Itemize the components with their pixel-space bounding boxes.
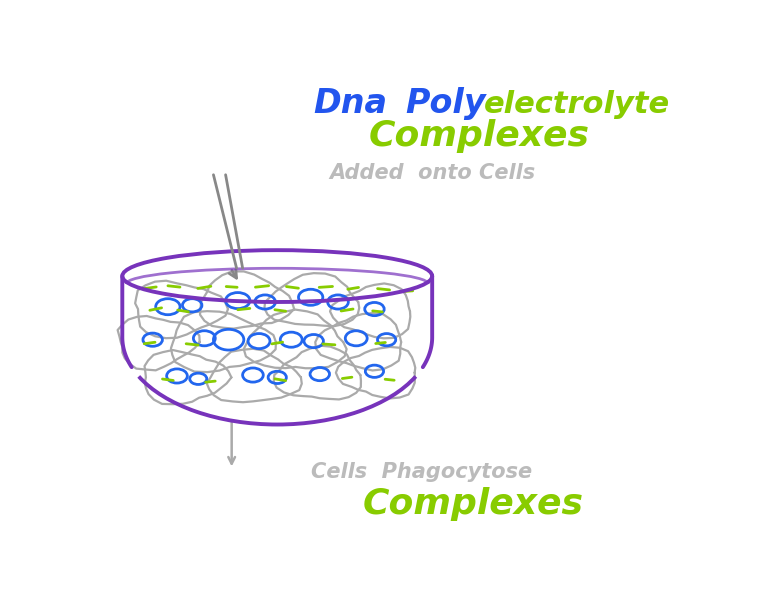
Text: Complexes: Complexes: [368, 119, 590, 154]
Text: Poly: Poly: [405, 88, 485, 121]
Text: electrolyte: electrolyte: [484, 91, 670, 119]
Text: Dna: Dna: [314, 88, 388, 121]
Text: Complexes: Complexes: [362, 487, 583, 521]
Text: Added  onto Cells: Added onto Cells: [329, 163, 535, 184]
Text: Cells  Phagocytose: Cells Phagocytose: [310, 462, 532, 482]
